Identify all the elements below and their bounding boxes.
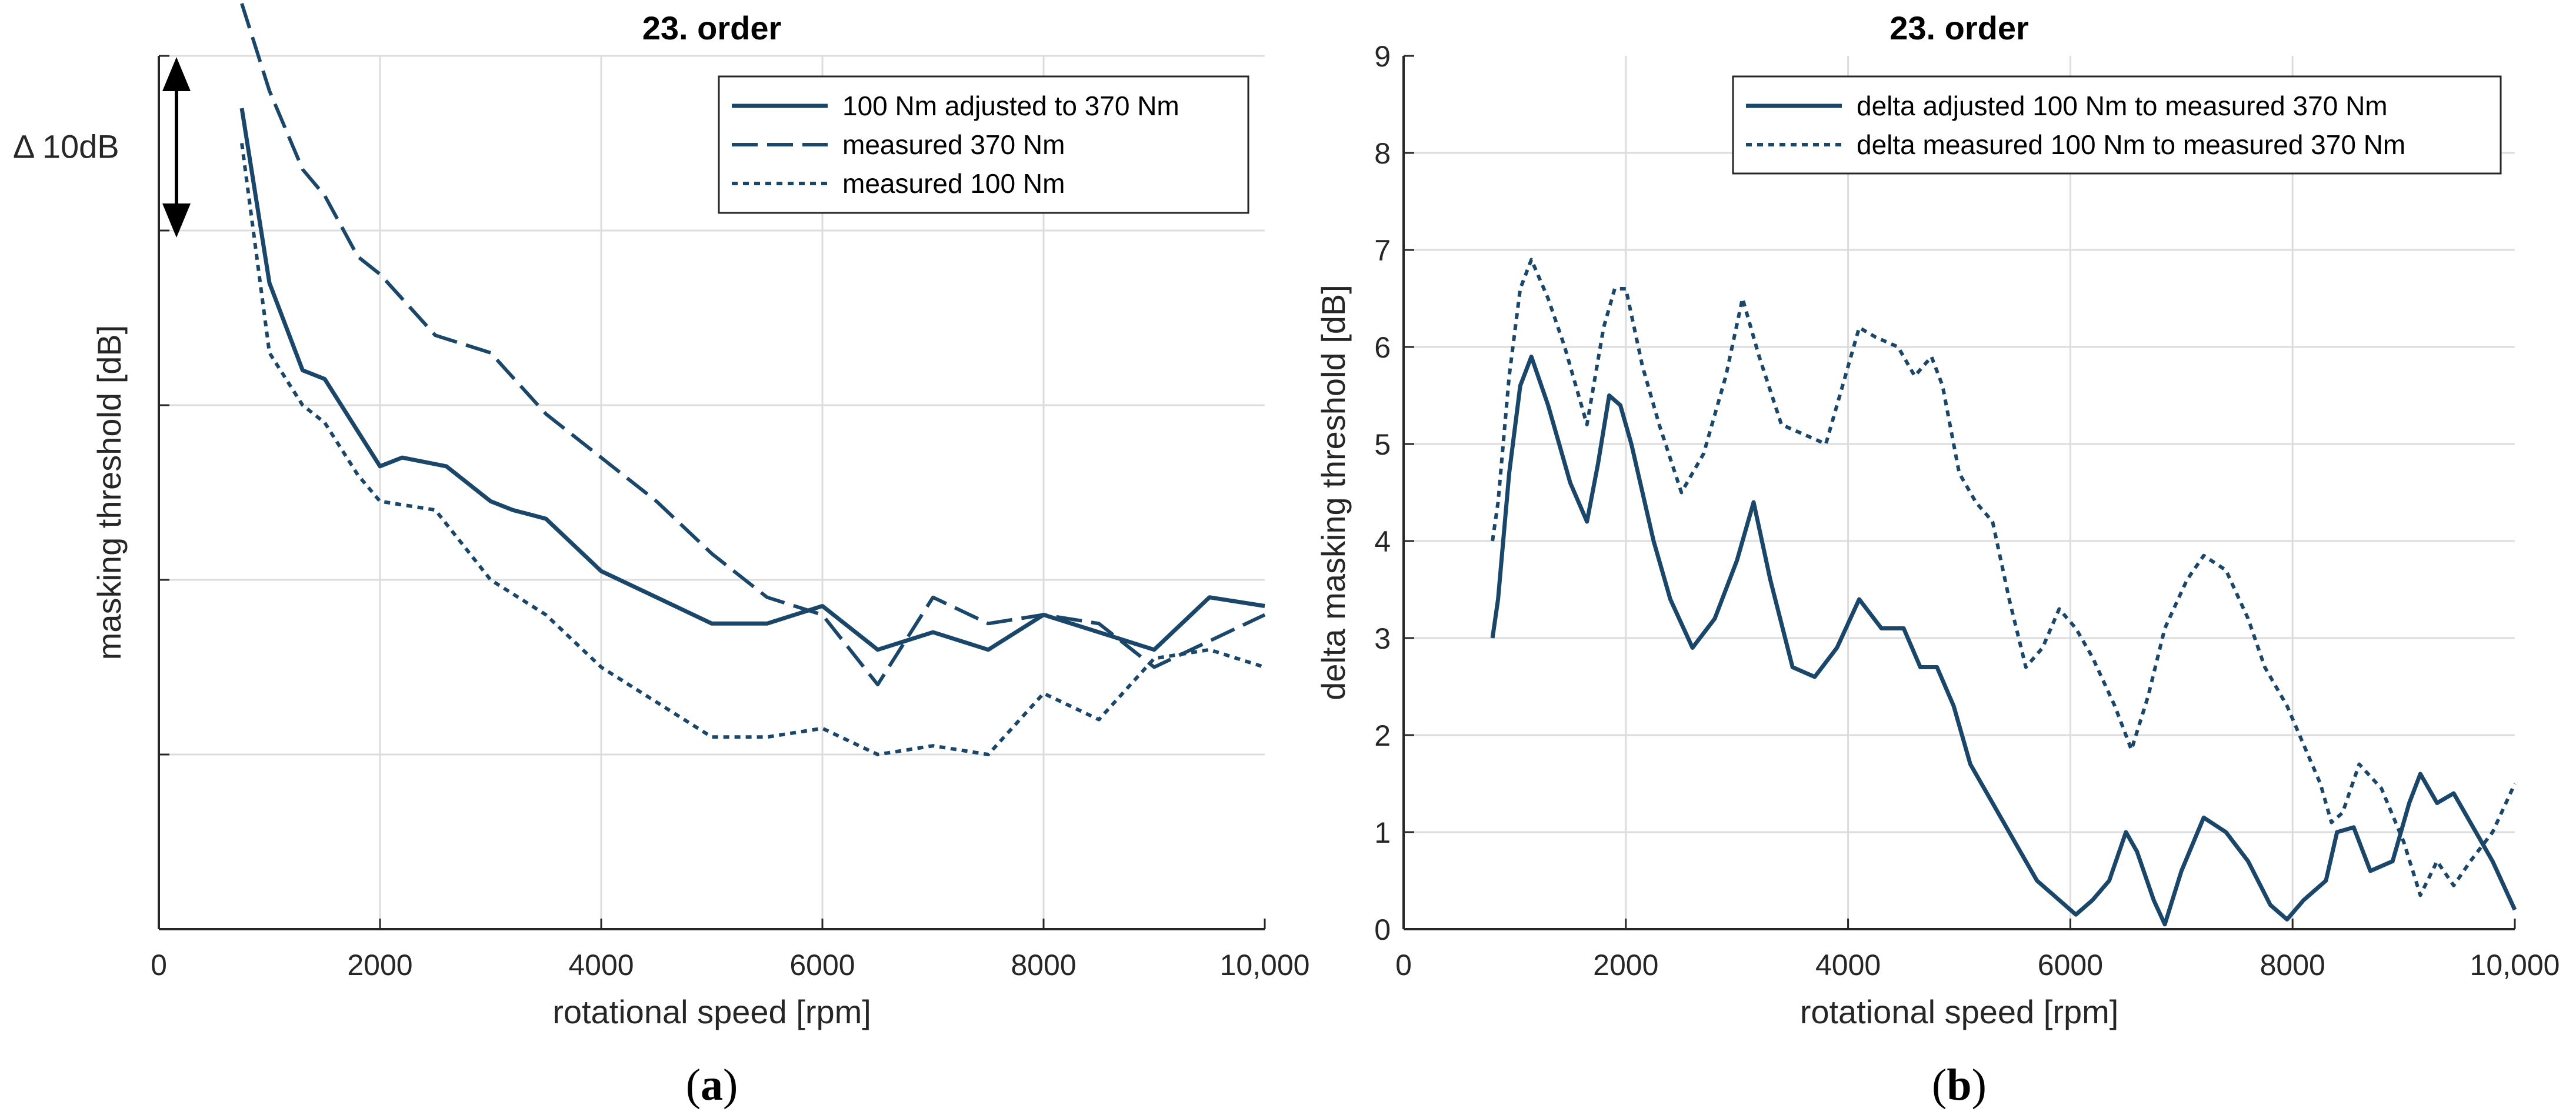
chart-b-legend: delta adjusted 100 Nm to measured 370 Nm… [1732, 75, 2502, 175]
chart-b-ticks: 0 2000 4000 6000 8000 10,000 0 1 2 3 4 5 6 7 8 9 [1374, 40, 2560, 982]
chart-b-series [1490, 258, 2517, 927]
chart-b: 0 2000 4000 6000 8000 10,000 0 1 2 3 4 5 6 7 8 9 23. or… [1315, 9, 2560, 1110]
chart-a-x-tick-label: 2000 [347, 949, 412, 982]
chart-b-plot-area [1404, 56, 2515, 929]
chart-b-x-tick-label: 4000 [1815, 949, 1881, 982]
chart-b-caption-close: ) [1972, 1060, 1987, 1110]
chart-b-x-axis-label: rotational speed [rpm] [1800, 993, 2119, 1030]
chart-b-y-tick-label: 6 [1374, 331, 1391, 364]
chart-a-series-line-1 [240, 2, 1266, 687]
chart-a-axes [158, 56, 1265, 930]
chart-b-axes [1402, 56, 2515, 930]
chart-a-x-tick-label: 6000 [789, 949, 855, 982]
chart-a-caption-open: ( [686, 1060, 701, 1110]
chart-b-x-tick-label: 10,000 [2470, 949, 2560, 982]
chart-b-x-tick-label: 2000 [1593, 949, 1658, 982]
chart-b-legend-label-0: delta adjusted 100 Nm to measured 370 Nm [1857, 91, 2388, 121]
chart-b-legend-box [1732, 75, 2502, 175]
chart-b-legend-label-1: delta measured 100 Nm to measured 370 Nm [1857, 129, 2405, 160]
chart-a-caption-close: ) [723, 1060, 738, 1110]
chart-b-series-line-0 [1490, 355, 2517, 927]
chart-a-x-tick-label: 8000 [1011, 949, 1076, 982]
chart-a-scale-arrowhead-top [162, 57, 191, 91]
chart-b-y-tick-label: 0 [1374, 913, 1391, 946]
chart-b-y-tick-label: 3 [1374, 622, 1391, 655]
chart-a-series-line-2 [240, 143, 1265, 756]
chart-b-caption-letter: b [1947, 1060, 1971, 1110]
chart-a-legend-label-1: measured 370 Nm [842, 129, 1065, 160]
chart-a-legend-label-0: 100 Nm adjusted to 370 Nm [842, 91, 1179, 121]
chart-b-x-tick-label: 6000 [2038, 949, 2103, 982]
chart-b-caption: (b) [1932, 1060, 1987, 1110]
chart-a-y-axis-label: masking threshold [dB] [91, 325, 128, 660]
chart-a-scale-annotation: Δ 10dB [13, 57, 191, 238]
chart-a-legend: 100 Nm adjusted to 370 Nm measured 370 Nm… [718, 75, 1249, 214]
chart-b-y-tick-label: 1 [1374, 816, 1391, 849]
chart-a-title: 23. order [642, 9, 782, 46]
chart-b-y-tick-label: 7 [1374, 234, 1391, 267]
chart-a-ticks: 0 2000 4000 6000 8000 10,000 [151, 55, 1310, 982]
chart-a-legend-label-2: measured 100 Nm [842, 168, 1065, 199]
chart-a: 0 2000 4000 6000 8000 10,000 23. order rotati… [13, 2, 1310, 1110]
chart-a-x-axis-label: rotational speed [rpm] [552, 993, 871, 1030]
chart-b-caption-open: ( [1932, 1060, 1947, 1110]
chart-b-y-axis-label: delta masking threshold [dB] [1315, 285, 1352, 700]
chart-b-series-line-1 [1491, 258, 2517, 897]
chart-b-y-tick-label: 8 [1374, 137, 1391, 170]
chart-b-y-tick-label: 9 [1374, 40, 1391, 73]
chart-b-y-tick-label: 5 [1374, 428, 1391, 461]
chart-a-x-tick-label: 10,000 [1220, 949, 1310, 982]
chart-a-scale-label: Δ 10dB [13, 128, 119, 165]
chart-a-caption: (a) [686, 1060, 738, 1110]
chart-b-y-tick-label: 2 [1374, 719, 1391, 752]
chart-b-x-tick-label: 0 [1395, 949, 1412, 982]
chart-a-caption-letter: a [701, 1060, 723, 1110]
chart-a-x-tick-label: 0 [151, 949, 167, 982]
chart-a-series [239, 2, 1266, 756]
chart-b-x-tick-label: 8000 [2260, 949, 2325, 982]
chart-b-y-tick-label: 4 [1374, 525, 1391, 558]
chart-a-x-tick-label: 4000 [568, 949, 634, 982]
chart-a-series-line-0 [239, 108, 1265, 652]
chart-b-title: 23. order [1889, 9, 2029, 46]
chart-a-scale-arrowhead-bottom [162, 203, 191, 238]
